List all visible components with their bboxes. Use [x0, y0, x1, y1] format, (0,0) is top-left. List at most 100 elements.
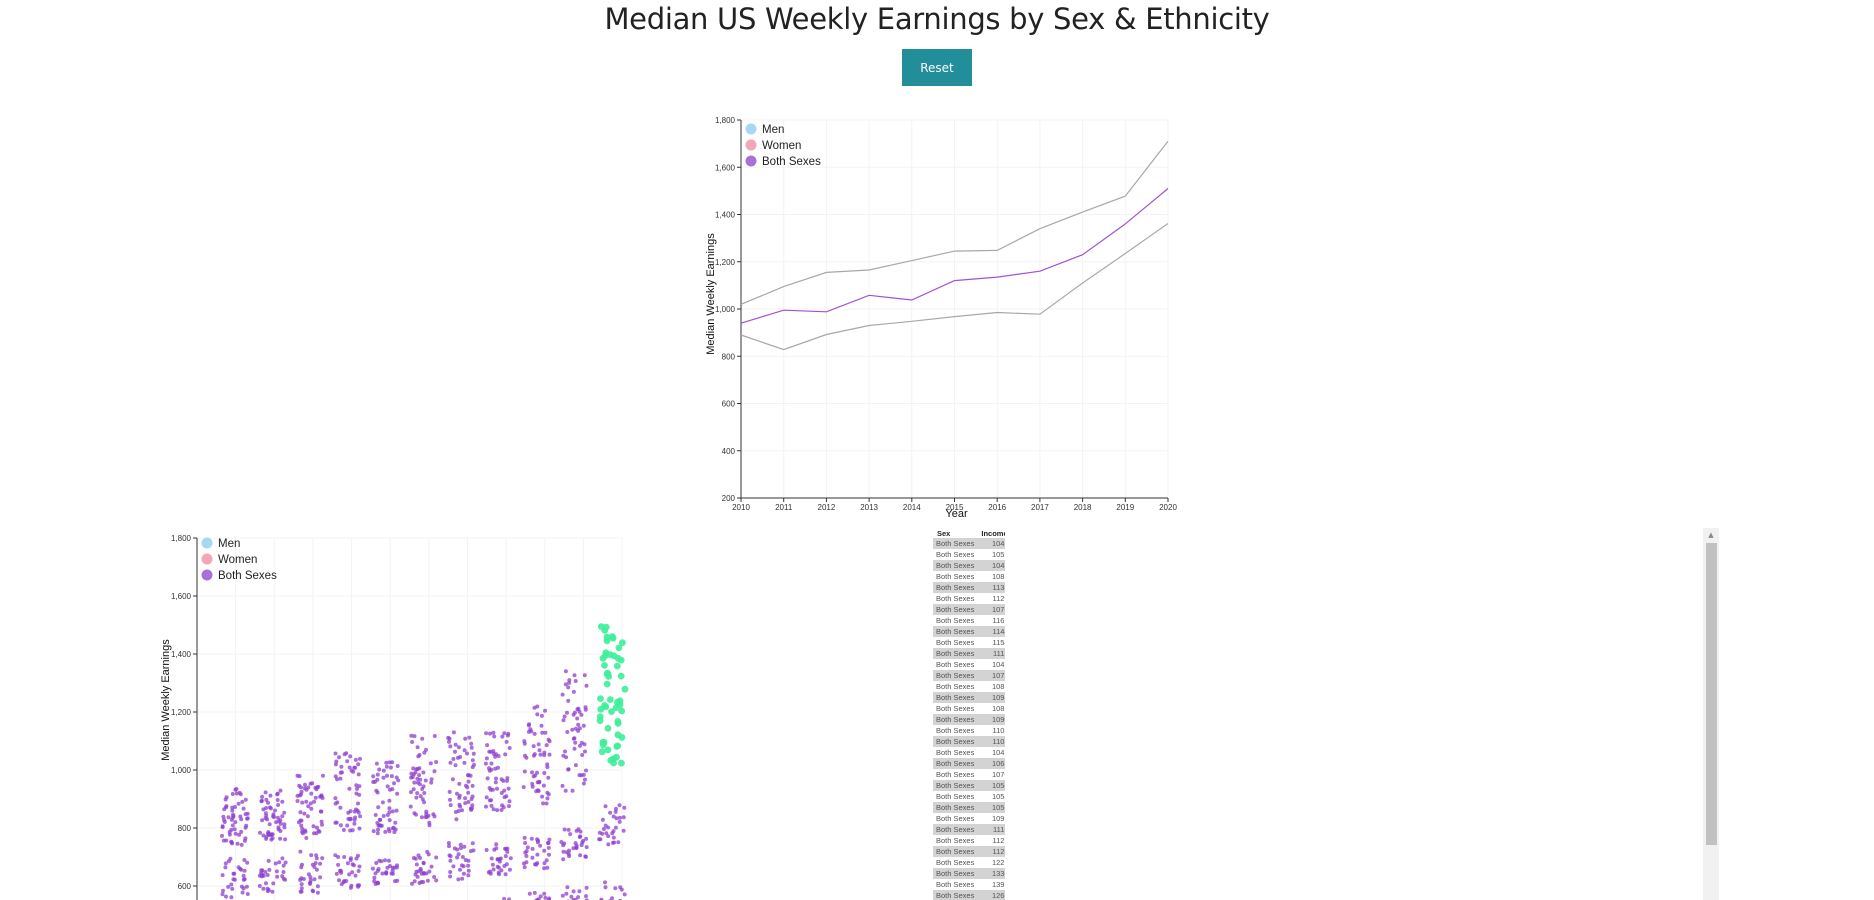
scatter-point	[622, 805, 627, 810]
scatter-point	[581, 838, 586, 843]
scatter-point	[602, 649, 610, 657]
table-header-row: Sex Income	[933, 528, 1005, 538]
scatter-point	[297, 774, 302, 779]
scatter-point	[536, 789, 541, 793]
scatter-point	[455, 855, 460, 860]
scatter-point	[299, 823, 304, 828]
scatter-point	[561, 849, 566, 854]
scatter-point	[345, 823, 350, 828]
scatter-point	[529, 836, 534, 841]
scatter-point	[350, 870, 355, 875]
scatter-point	[507, 867, 512, 872]
scatter-point	[221, 814, 226, 819]
scatter-point	[422, 791, 427, 795]
scatter-point	[501, 778, 506, 783]
scatter-point	[618, 707, 626, 715]
table-cell-income: 1161	[992, 616, 1005, 625]
scatter-point	[601, 702, 608, 709]
scatter-point	[300, 829, 305, 834]
x-tick-label: 2014	[903, 503, 921, 512]
scatter-point	[414, 767, 419, 772]
scatter-point	[338, 776, 343, 781]
scatter-point	[388, 787, 392, 792]
scatter-point	[507, 799, 512, 804]
scatter-point	[573, 726, 578, 731]
scatter-point	[338, 823, 343, 828]
scatter-point	[304, 836, 309, 840]
scroll-up-icon[interactable]: ▲	[1708, 531, 1714, 539]
scatter-point	[385, 773, 389, 778]
scatter-point	[597, 623, 605, 630]
scatter-point	[333, 796, 338, 801]
table-cell-income: 1058	[991, 792, 1005, 801]
scatter-point	[611, 829, 616, 834]
scatter-point	[526, 723, 531, 728]
table-row: Both Sexes 1082	[933, 703, 1005, 714]
table-row: Both Sexes 1154	[933, 637, 1005, 648]
scatter-point	[581, 772, 586, 777]
scatter-point	[579, 843, 584, 848]
scatter-point	[321, 773, 325, 778]
scatter-point	[231, 877, 236, 882]
scatter-point	[469, 741, 474, 746]
scatter-point	[574, 828, 579, 833]
scatter-point	[608, 633, 616, 640]
scatter-point	[492, 734, 497, 739]
scatter-point	[395, 791, 400, 796]
scatter-point	[224, 804, 229, 809]
scatter-point	[232, 871, 237, 876]
scatter-point	[494, 842, 499, 847]
scatter-point	[540, 730, 545, 735]
scatter-point	[470, 758, 475, 763]
scatter-point	[357, 883, 362, 888]
scatter-point	[546, 841, 551, 845]
scatter-point	[233, 787, 238, 792]
scatter-point	[269, 833, 274, 837]
scatter-point	[522, 739, 527, 744]
scatter-point	[390, 826, 395, 831]
scatter-point	[392, 781, 396, 786]
scatter-point	[566, 685, 571, 690]
scatter-point	[412, 780, 417, 785]
scatter-point	[298, 877, 303, 882]
scatter-point	[576, 722, 581, 727]
table-row: Both Sexes 1058	[933, 791, 1005, 802]
scatter-point	[447, 844, 451, 849]
scatter-point	[489, 761, 494, 766]
scatter-point	[299, 886, 304, 891]
table-cell-sex: Both Sexes	[933, 868, 978, 879]
table-row: Both Sexes1056	[933, 802, 1005, 813]
scatter-point	[495, 808, 500, 813]
table-cell-sex: Both Sexes	[933, 780, 978, 791]
scatter-point	[278, 836, 283, 841]
scatter-point	[314, 856, 319, 861]
scatter-point	[265, 873, 270, 877]
table-cell-income: 1144	[977, 626, 1005, 637]
reset-button[interactable]: Reset	[902, 49, 972, 86]
scatter-point	[581, 781, 586, 786]
scatter-point	[568, 832, 573, 837]
scatter-point	[458, 846, 463, 851]
scatter-point	[336, 862, 341, 867]
scatter-point	[264, 806, 269, 810]
scatter-point	[469, 797, 474, 801]
scatter-point	[298, 792, 303, 797]
scatter-point	[274, 820, 279, 825]
scroll-thumb[interactable]	[1706, 543, 1717, 845]
scatter-point	[237, 832, 242, 837]
scatter-point	[298, 889, 303, 894]
scatter-point	[265, 817, 270, 822]
scatter-point	[356, 869, 361, 873]
scatter-point	[470, 803, 475, 808]
table-scrollbar[interactable]: ▲	[1703, 528, 1719, 900]
scatter-point	[466, 858, 471, 863]
scatter-point	[466, 863, 471, 868]
table-row: Both Sexes 1392	[933, 879, 1005, 890]
scatter-point	[282, 810, 287, 815]
scatter-point	[235, 841, 240, 846]
scatter-point	[313, 795, 318, 800]
scatter-point	[355, 786, 359, 791]
scatter-point	[604, 724, 612, 732]
scatter-point	[384, 871, 389, 875]
scatter-point	[358, 756, 362, 761]
